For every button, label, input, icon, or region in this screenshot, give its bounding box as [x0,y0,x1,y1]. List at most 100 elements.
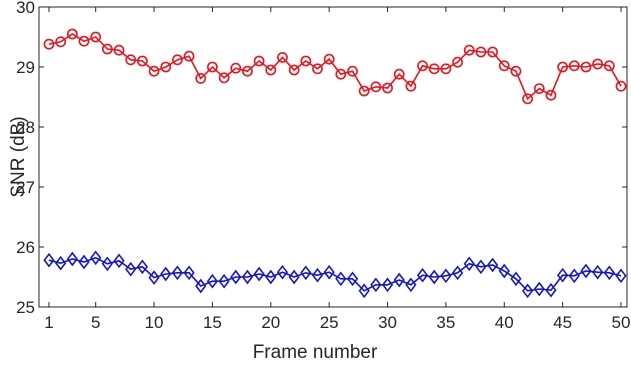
series-0-point [218,72,230,84]
series-0-point [557,61,569,73]
series-1-point [463,256,475,272]
series-1-point [545,282,557,298]
series-0-point [382,82,393,94]
series-1-point [90,250,102,266]
series-1-point [160,266,172,282]
series-0-point [405,80,417,92]
series-0-point [78,35,90,47]
series-layer [43,28,627,299]
series-0-point [603,60,615,72]
series-1-point [486,257,499,273]
series-1-point [218,273,230,289]
series-1-point [568,268,580,284]
series-1-group [43,250,627,299]
series-0-point [265,64,277,76]
x-tick-label: 10 [145,313,164,332]
series-1-point [580,263,592,279]
series-1-point [393,272,405,288]
series-1-point [603,265,615,281]
y-tick-label: 25 [16,298,35,317]
series-1-point [300,265,312,281]
series-0-point [160,61,172,73]
series-0-point [288,64,300,76]
series-1-point [195,278,207,294]
y-tick-label: 27 [16,178,35,197]
x-tick-label: 5 [91,313,100,332]
x-tick-label: 30 [378,313,397,332]
series-1-point [101,256,113,272]
series-1-point [510,271,522,287]
series-0-point [195,73,207,84]
y-tick-label: 26 [16,238,35,257]
y-axis-title: SNR (dB) [8,116,29,197]
series-1-point [451,265,464,281]
axes-box [38,6,628,308]
series-1-point [55,255,67,271]
series-1-point [405,277,417,293]
series-1-point [265,269,277,285]
series-0-point [230,62,242,74]
series-0-point [277,52,288,63]
series-0-point [300,55,312,67]
series-0-point [66,28,78,40]
series-0-point [253,55,265,67]
series-1-point [148,270,160,285]
x-tick-label: 1 [44,313,53,332]
series-1-point [311,267,324,283]
series-1-point [78,254,90,270]
series-0-point [125,54,137,66]
series-0-point [207,61,218,73]
series-1-point [288,269,300,285]
series-1-point [113,253,125,269]
series-0-point [498,60,510,72]
series-1-point [253,266,265,282]
series-1-point [522,283,534,299]
series-0-point [312,63,323,75]
series-1-point [136,259,148,275]
series-0-point [452,56,463,68]
series-0-point [568,60,580,72]
series-1-point [592,264,604,280]
series-0-point [347,65,358,77]
series-0-point [522,93,534,105]
series-1-point [171,265,184,281]
series-0-point [487,46,498,58]
series-1-point [323,264,335,280]
series-1-point [346,271,359,287]
series-0-point [335,68,347,80]
series-1-point [475,259,487,275]
y-tick-label: 29 [16,58,35,77]
series-1-point [43,252,55,268]
series-1-point [230,269,242,285]
series-1-point [498,263,510,279]
series-0-point [55,36,67,48]
x-tick-label: 20 [261,313,280,332]
series-0-point [580,61,592,73]
series-1-point [557,267,569,283]
series-0-point [417,60,428,72]
series-1-point [440,268,452,284]
series-0-point [323,53,335,65]
plot-area [39,7,627,307]
x-tick-label: 15 [203,313,222,332]
x-tick-label: 35 [436,313,455,332]
series-0-point [545,89,557,101]
series-1-point [428,269,440,285]
series-0-point [183,50,195,62]
series-0-group [43,28,627,105]
series-0-point [428,63,440,75]
series-0-point [101,43,113,55]
x-tick-label: 25 [320,313,339,332]
series-1-line [48,256,622,292]
series-0-point [43,38,55,50]
series-0-point [172,54,183,66]
series-0-point [393,68,405,80]
series-0-point [463,44,475,56]
x-tick-label: 45 [553,313,572,332]
series-0-point [533,83,545,94]
series-1-point [206,273,219,289]
series-1-point [381,277,394,293]
series-1-point [276,264,289,280]
series-1-point [615,268,627,284]
